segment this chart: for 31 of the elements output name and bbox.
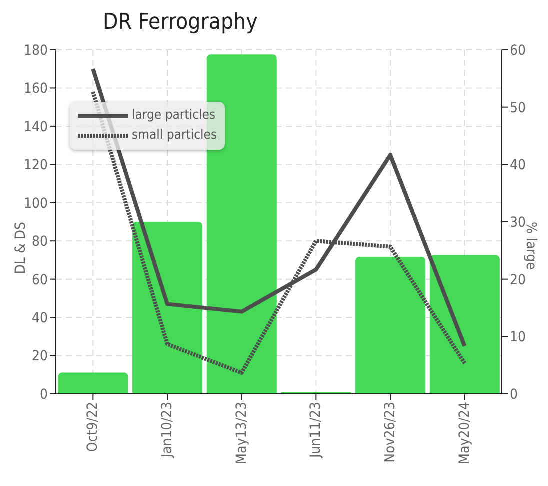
x-tick-label: Oct9/22 xyxy=(85,402,102,452)
bar xyxy=(58,372,128,394)
y-tick-label: 160 xyxy=(24,81,48,98)
y-tick-label: 120 xyxy=(24,158,48,174)
bar xyxy=(430,255,500,394)
legend-label: large particles xyxy=(132,107,216,125)
x-tick-label: Jan10/23 xyxy=(159,402,176,459)
y-tick-label: 180 xyxy=(24,42,48,59)
bar xyxy=(132,222,203,394)
y2-tick-label: 60 xyxy=(510,42,526,59)
y-tick-label: 0 xyxy=(40,386,48,403)
y2-tick-label: 20 xyxy=(510,272,526,288)
x-tick-label: May20/24 xyxy=(456,402,473,464)
x-tick-label: Nov26/23 xyxy=(382,402,398,463)
bar xyxy=(356,256,426,394)
y-tick-label: 80 xyxy=(32,234,48,250)
y2-tick-label: 50 xyxy=(510,100,526,116)
x-tick-label: May13/23 xyxy=(234,402,250,464)
y2-tick-label: 30 xyxy=(510,214,526,231)
y2-tick-label: 0 xyxy=(510,386,518,403)
y-axis-title: DL & DS xyxy=(12,222,29,274)
y-tick-label: 60 xyxy=(32,272,48,288)
y2-tick-label: 10 xyxy=(510,330,526,346)
y-tick-label: 100 xyxy=(24,196,48,212)
legend-label: small particles xyxy=(132,127,218,145)
chart-title: DR Ferrography xyxy=(103,10,258,35)
y-tick-label: 20 xyxy=(32,348,48,365)
x-tick-label: Jun11/23 xyxy=(308,402,324,459)
y-tick-label: 140 xyxy=(24,119,48,136)
y-tick-label: 40 xyxy=(32,310,48,327)
y2-tick-label: 40 xyxy=(510,158,526,174)
